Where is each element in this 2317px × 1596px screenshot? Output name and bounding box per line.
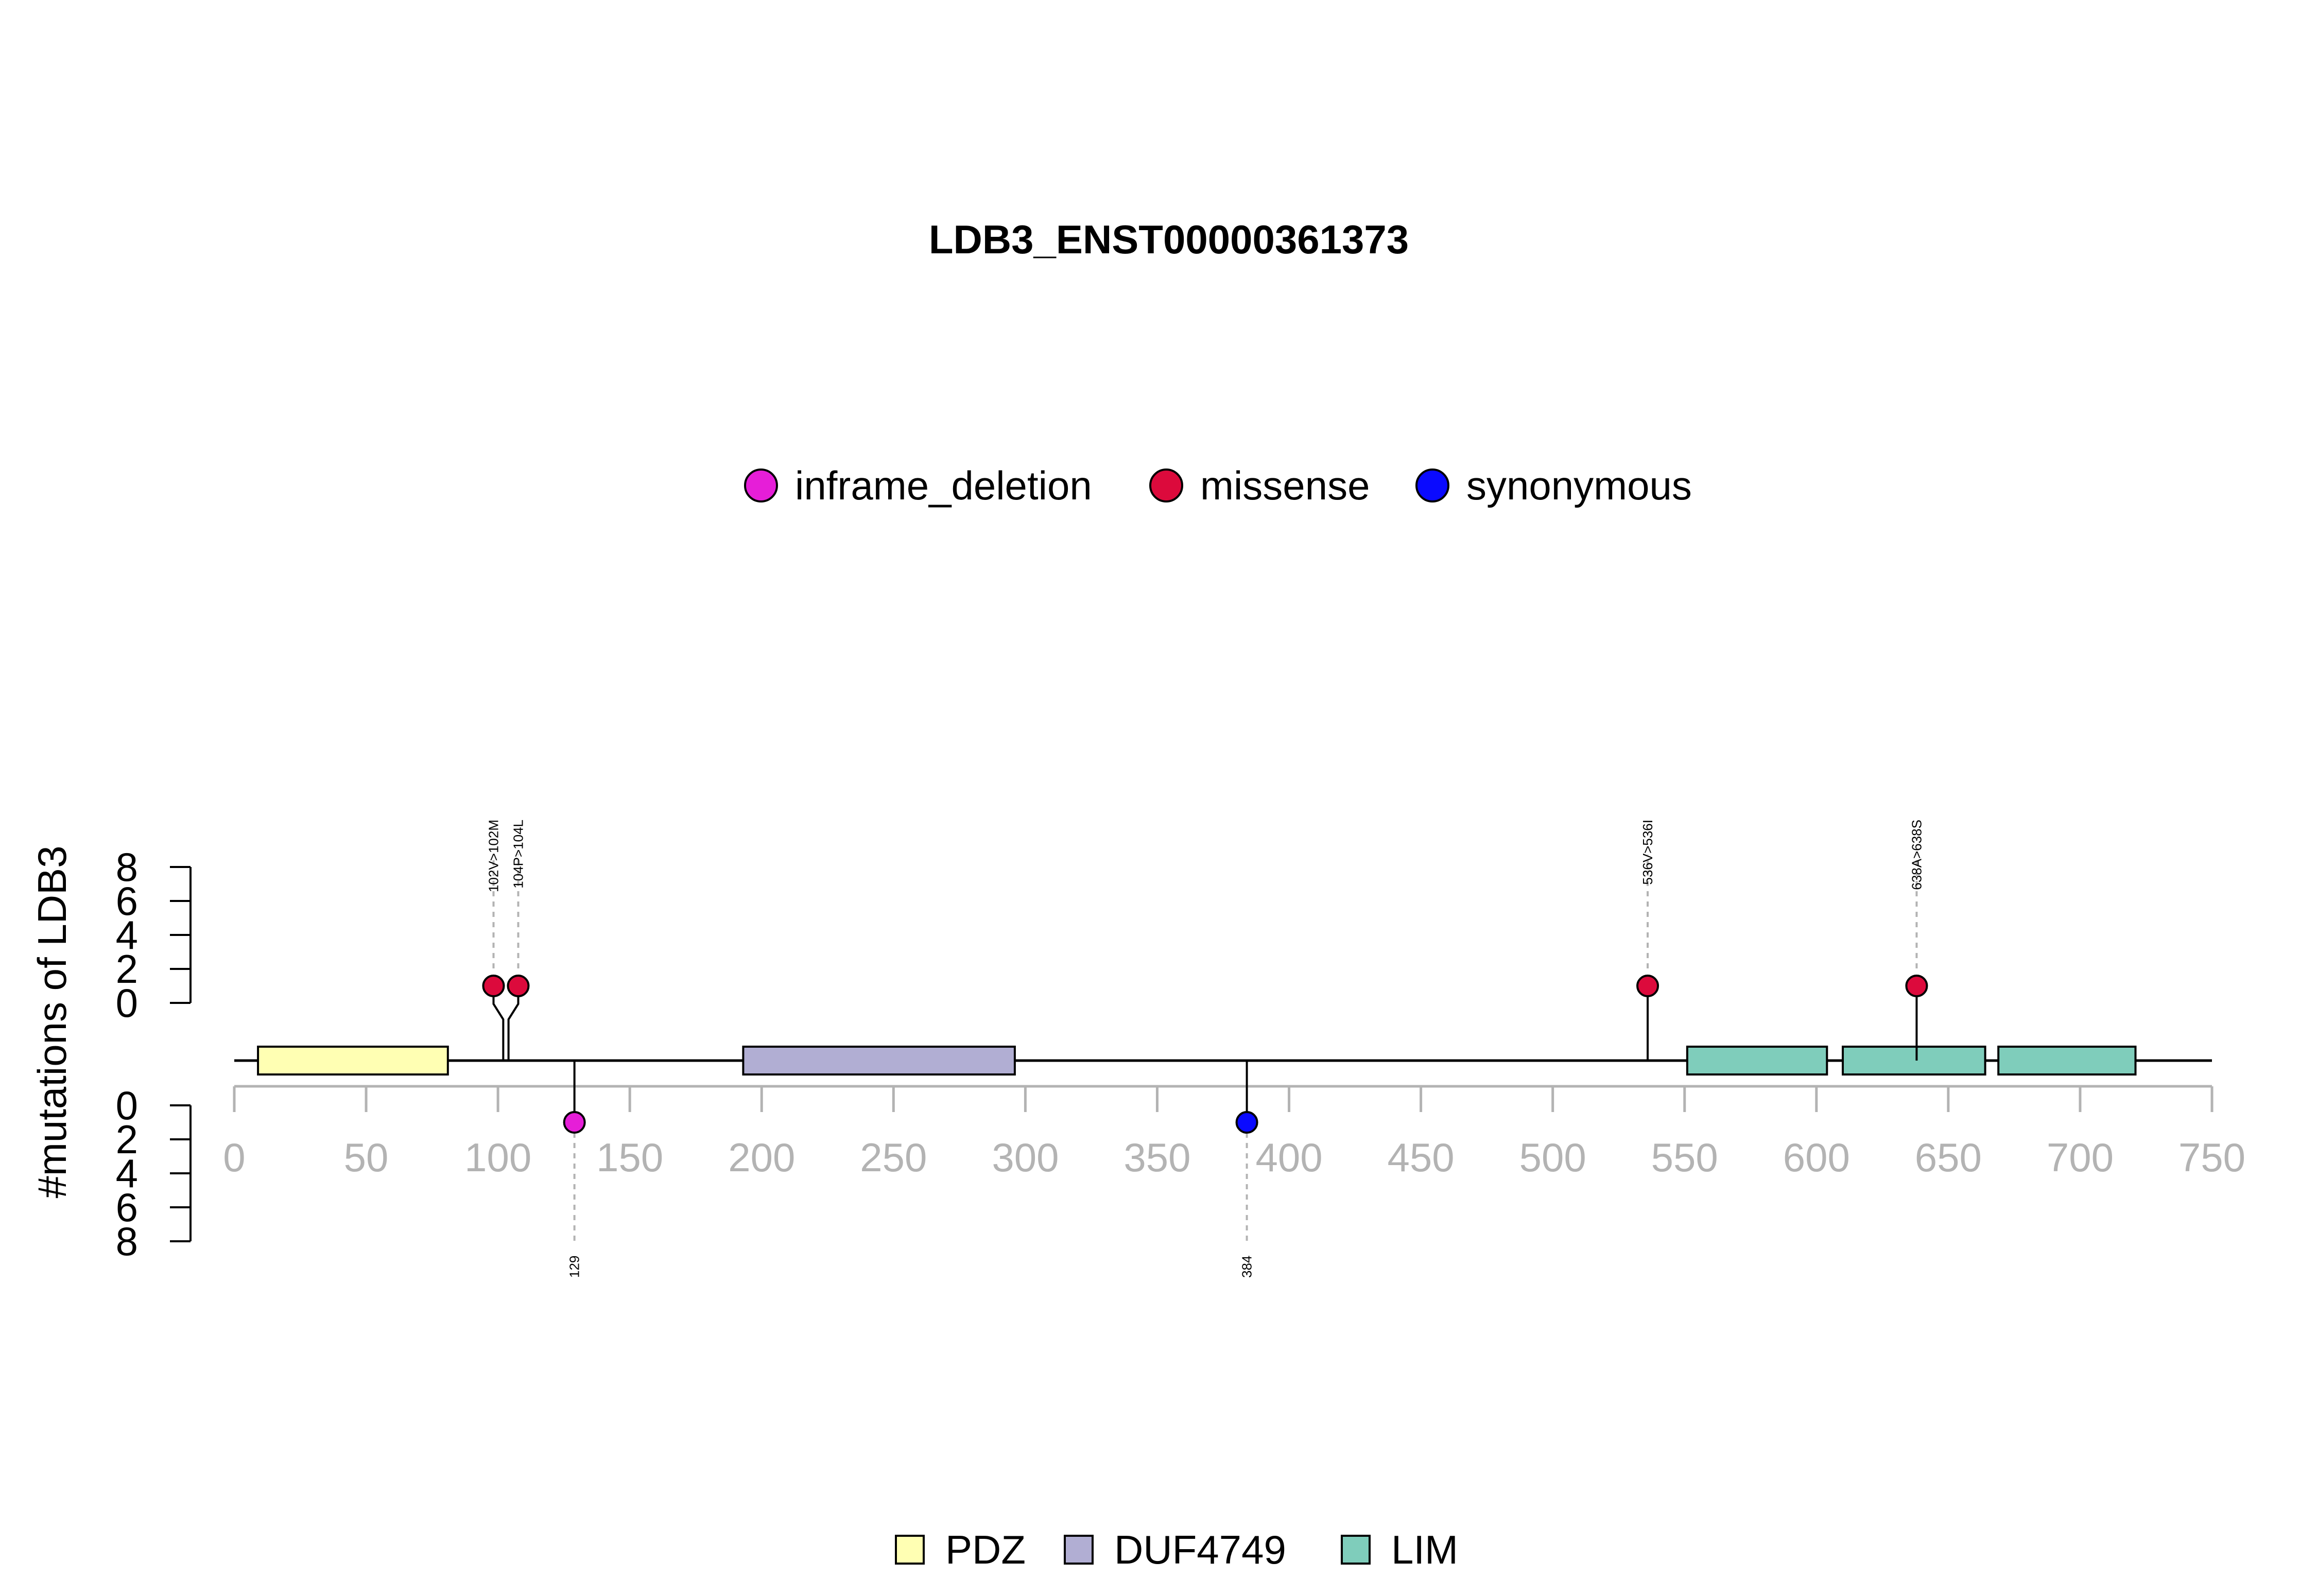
domain-legend-label-pdz: PDZ [945, 1527, 1026, 1572]
x-tick-label: 450 [1388, 1135, 1455, 1180]
x-tick-label: 50 [344, 1135, 389, 1180]
mutation-head-missense [1905, 975, 1928, 997]
mutation-label-top: 638A>638S [1909, 820, 1924, 890]
mutation-type-legend: inframe_deletion missense synonymous [744, 463, 1692, 508]
x-tick-label: 600 [1783, 1135, 1850, 1180]
x-tick-label: 250 [860, 1135, 927, 1180]
mutation-head-missense [482, 975, 505, 997]
y-tick-label-bottom: 6 [116, 1185, 138, 1230]
mutation-head-missense [507, 975, 530, 997]
legend-dot-missense [1149, 469, 1183, 502]
legend-label-synonymous: synonymous [1466, 463, 1692, 508]
y-tick-label-top: 8 [116, 844, 138, 890]
domain-box-duf4749 [742, 1046, 1016, 1075]
domain-legend-label-lim: LIM [1391, 1527, 1458, 1572]
domain-legend: PDZ DUF4749 LIM [895, 1527, 1458, 1572]
x-tick-label: 500 [1519, 1135, 1586, 1180]
domain-box-lim [1997, 1046, 2137, 1075]
x-tick-label: 650 [1915, 1135, 1982, 1180]
mutation-label-bottom: 384 [1239, 1256, 1255, 1278]
x-tick-label: 200 [728, 1135, 795, 1180]
y-tick-label-top: 2 [116, 946, 138, 992]
x-tick-label: 0 [223, 1135, 245, 1180]
y-tick-label-bottom: 4 [116, 1151, 138, 1196]
legend-dot-synonymous [1415, 469, 1449, 502]
domain-legend-swatch-pdz [895, 1535, 925, 1565]
mutation-head-synonymous [1235, 1111, 1258, 1134]
mutation-lollipops: 102V>102M 104P>104L 536V>536I 638A>638S 129 3… [482, 820, 1928, 1278]
y-tick-label-top: 4 [116, 912, 138, 958]
mutation-head-inframe_deletion [563, 1111, 586, 1134]
legend-label-inframe_deletion: inframe_deletion [795, 463, 1092, 508]
domain-legend-swatch-duf4749 [1064, 1535, 1094, 1565]
x-tick-label: 750 [2178, 1135, 2245, 1180]
domain-legend-label-duf4749: DUF4749 [1114, 1527, 1286, 1572]
domain-box-pdz [257, 1046, 449, 1075]
chart-title: LDB3_ENST00000361373 [929, 217, 1409, 262]
x-tick-label: 550 [1651, 1135, 1718, 1180]
domain-box-lim [1842, 1046, 1986, 1075]
y-tick-label-bottom: 0 [116, 1083, 138, 1128]
mutation-label-bottom: 129 [567, 1256, 582, 1278]
x-tick-label: 100 [464, 1135, 531, 1180]
x-tick-label: 300 [992, 1135, 1059, 1180]
y-tick-label-top: 0 [116, 980, 138, 1026]
y-tick-label-top: 6 [116, 878, 138, 924]
mutation-head-missense [1636, 975, 1659, 997]
mutation-label-top: 102V>102M [486, 820, 501, 892]
legend-label-missense: missense [1200, 463, 1370, 508]
y-tick-label-bottom: 8 [116, 1219, 138, 1264]
y-tick-label-bottom: 2 [116, 1117, 138, 1162]
domain-legend-swatch-lim [1341, 1535, 1371, 1565]
mutation-label-top: 536V>536I [1640, 820, 1655, 885]
mutation-label-top: 104P>104L [510, 820, 526, 889]
x-tick-label: 150 [596, 1135, 663, 1180]
x-tick-label: 400 [1255, 1135, 1322, 1180]
x-tick-label: 350 [1123, 1135, 1190, 1180]
domain-boxes [257, 1046, 2137, 1075]
y-axis-label: #mutations of LDB3 [29, 845, 75, 1198]
legend-dot-inframe_deletion [744, 469, 778, 502]
x-tick-label: 700 [2047, 1135, 2114, 1180]
domain-box-lim [1686, 1046, 1828, 1075]
x-axis: 0 50 100 150 200 250 300 350 400 450 500 550 600 650 7… [223, 1085, 2245, 1180]
